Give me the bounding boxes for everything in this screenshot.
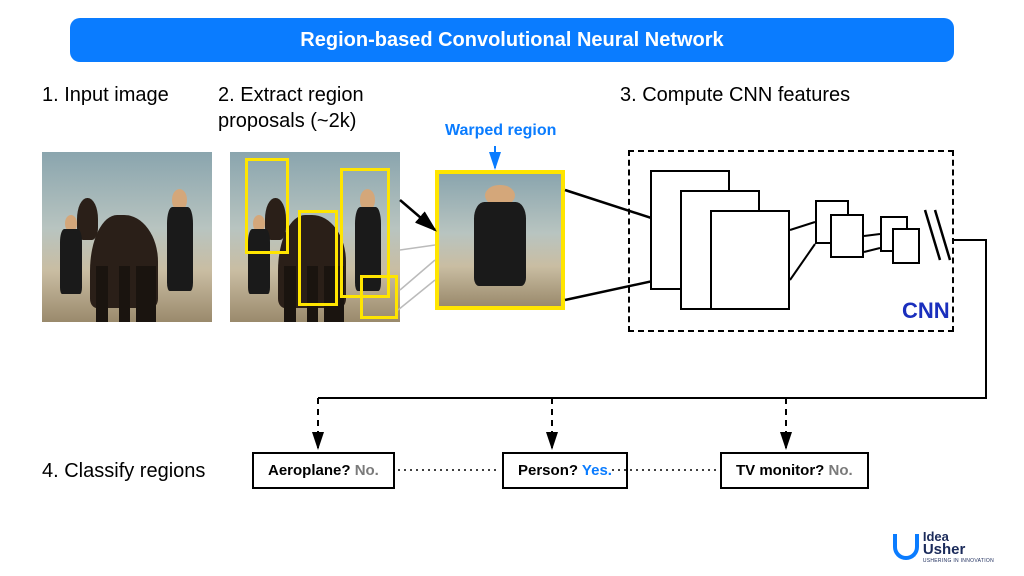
cnn-label-text: CNN bbox=[902, 298, 950, 323]
logo-icon bbox=[893, 534, 919, 560]
step2-text-b: proposals (~2k) bbox=[218, 110, 356, 132]
logo: Idea Usher USHERING IN INNOVATION bbox=[893, 529, 994, 564]
classify-q-2: TV monitor? bbox=[736, 462, 824, 479]
step1-text: 1. Input image bbox=[42, 84, 169, 106]
step4-text: 4. Classify regions bbox=[42, 460, 205, 482]
classify-a-2: No. bbox=[829, 462, 853, 479]
warped-region-text: Warped region bbox=[445, 122, 556, 139]
classify-box-tvmonitor: TV monitor? No. bbox=[720, 452, 869, 489]
warped-region-label: Warped region bbox=[445, 122, 556, 140]
title-text: Region-based Convolutional Neural Networ… bbox=[300, 29, 723, 52]
title-bar: Region-based Convolutional Neural Networ… bbox=[70, 18, 954, 62]
classify-box-aeroplane: Aeroplane? No. bbox=[252, 452, 395, 489]
step3-text: 3. Compute CNN features bbox=[620, 84, 850, 106]
cnn-layer-2 bbox=[710, 210, 790, 310]
classify-q-1: Person? bbox=[518, 462, 578, 479]
step2-text-a: 2. Extract region bbox=[218, 84, 364, 106]
step4-label: 4. Classify regions bbox=[42, 458, 205, 484]
warped-region-image bbox=[435, 170, 565, 310]
step3-label: 3. Compute CNN features bbox=[620, 82, 850, 108]
classify-a-1: Yes. bbox=[582, 462, 612, 479]
step1-label: 1. Input image bbox=[42, 82, 169, 108]
cnn-label: CNN bbox=[902, 298, 950, 324]
step2-label: 2. Extract region proposals (~2k) bbox=[218, 82, 364, 134]
cnn-layer-4 bbox=[830, 214, 864, 258]
classify-q-0: Aeroplane? bbox=[268, 462, 351, 479]
logo-tagline: USHERING IN INNOVATION bbox=[923, 558, 994, 564]
classify-box-person: Person? Yes. bbox=[502, 452, 628, 489]
input-image bbox=[42, 152, 212, 322]
region-box-1 bbox=[298, 210, 338, 306]
region-box-0 bbox=[245, 158, 289, 254]
cnn-layer-6 bbox=[892, 228, 920, 264]
region-box-3 bbox=[360, 275, 398, 319]
logo-line2: Usher bbox=[923, 541, 994, 558]
classify-a-0: No. bbox=[355, 462, 379, 479]
